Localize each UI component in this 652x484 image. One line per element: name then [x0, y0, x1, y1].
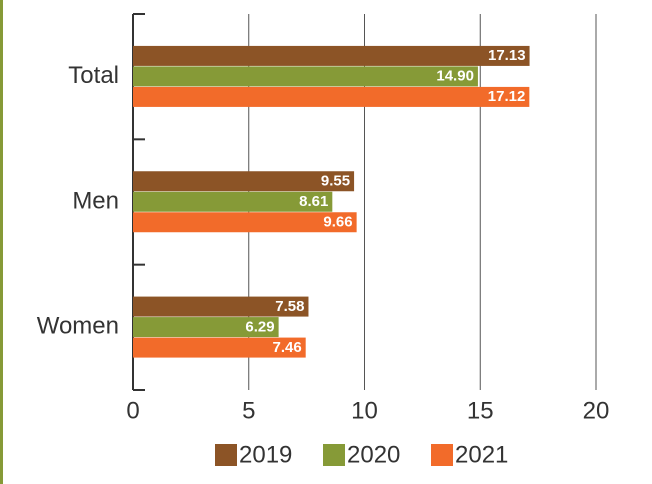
value-label: 9.55 [321, 172, 350, 189]
y-tick-label: Total [68, 62, 119, 89]
value-label: 7.46 [272, 339, 301, 356]
y-tick-label: Women [37, 313, 119, 340]
legend-swatch [215, 444, 237, 466]
bar [133, 337, 306, 358]
value-label: 8.61 [299, 193, 328, 210]
x-tick-label: 0 [126, 397, 139, 424]
x-tick-label: 20 [583, 397, 610, 424]
x-tick-label: 10 [351, 397, 378, 424]
bar [133, 86, 530, 107]
bar [133, 66, 478, 87]
left-border [0, 0, 3, 484]
y-tick-label: Men [72, 187, 119, 214]
value-label: 14.90 [436, 68, 474, 85]
bar [133, 317, 279, 338]
bar [133, 45, 530, 66]
value-label: 17.13 [488, 47, 526, 64]
bar [133, 212, 357, 233]
value-label: 17.12 [488, 88, 526, 105]
legend-swatch [431, 444, 453, 466]
value-label: 7.58 [275, 298, 304, 315]
legend-label: 2020 [347, 441, 400, 468]
x-tick-label: 15 [467, 397, 494, 424]
bar [133, 296, 309, 317]
x-tick-label: 5 [242, 397, 255, 424]
legend-swatch [323, 444, 345, 466]
bar [133, 191, 333, 212]
bar [133, 171, 355, 192]
legend-label: 2021 [455, 441, 508, 468]
legend-label: 2019 [239, 441, 292, 468]
value-label: 6.29 [245, 318, 274, 335]
value-label: 9.66 [323, 213, 352, 230]
